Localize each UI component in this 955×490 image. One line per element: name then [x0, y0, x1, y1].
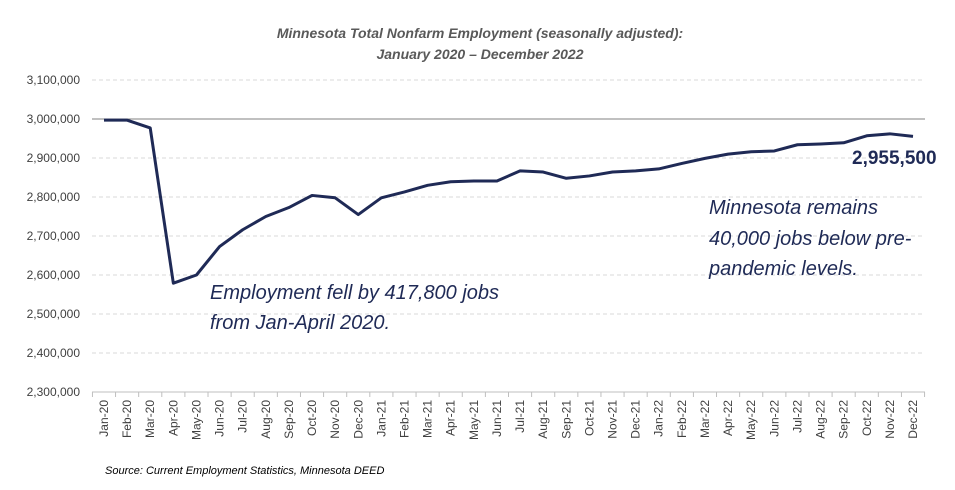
y-tick-label: 2,300,000 — [27, 385, 81, 399]
annotation-recovery-line-2: 40,000 jobs below pre- — [709, 228, 912, 250]
chart-title-line-2: January 2020 – December 2022 — [376, 46, 583, 62]
x-tick-label: Jul-21 — [513, 400, 527, 433]
x-tick-label: Sep-22 — [837, 400, 851, 439]
y-tick-label: 3,000,000 — [27, 112, 81, 126]
x-tick-label: Apr-20 — [166, 400, 180, 436]
x-tick-label: Apr-22 — [721, 400, 735, 436]
y-tick-label: 2,400,000 — [27, 346, 81, 360]
x-tick-label: Aug-22 — [814, 400, 828, 439]
end-value-label: 2,955,500 — [852, 148, 937, 169]
x-tick-label: Oct-20 — [305, 400, 319, 436]
x-tick-label: Mar-22 — [698, 400, 712, 438]
x-tick-label: Jun-22 — [767, 400, 781, 437]
x-tick-label: Nov-22 — [883, 400, 897, 439]
x-tick-label: Oct-21 — [582, 400, 596, 436]
x-tick-label: Sep-20 — [282, 400, 296, 439]
x-tick-label: Oct-22 — [860, 400, 874, 436]
y-tick-label: 2,800,000 — [27, 190, 81, 204]
y-tick-label: 2,900,000 — [27, 151, 81, 165]
x-tick-label: Apr-21 — [444, 400, 458, 436]
chart-title-line-1: Minnesota Total Nonfarm Employment (seas… — [277, 25, 683, 41]
x-tick-label: Dec-20 — [351, 400, 365, 439]
x-tick-label: May-21 — [467, 400, 481, 440]
x-tick-label: Mar-20 — [143, 400, 157, 438]
x-tick-label: Feb-22 — [675, 400, 689, 438]
x-tick-label: Nov-21 — [606, 400, 620, 439]
x-tick-label: Jun-21 — [490, 400, 504, 437]
y-tick-label: 2,700,000 — [27, 229, 81, 243]
x-tick-label: Dec-22 — [906, 400, 920, 439]
source-note: Source: Current Employment Statistics, M… — [105, 465, 384, 477]
x-tick-label: Aug-20 — [259, 400, 273, 439]
y-tick-label: 3,100,000 — [27, 73, 81, 87]
x-tick-label: Jan-20 — [97, 400, 111, 437]
annotation-drop-line-2: from Jan-April 2020. — [210, 312, 390, 334]
x-tick-label: Jun-20 — [213, 400, 227, 437]
x-tick-label: Dec-21 — [629, 400, 643, 439]
x-tick-label: Mar-21 — [421, 400, 435, 438]
x-tick-label: Jan-21 — [374, 400, 388, 437]
y-tick-label: 2,600,000 — [27, 268, 81, 282]
x-tick-label: Nov-20 — [328, 400, 342, 439]
annotation-recovery-line-3: pandemic levels. — [708, 258, 858, 280]
employment-series-line — [104, 118, 914, 285]
x-tick-label: Jan-22 — [652, 400, 666, 437]
x-tick-label: Jul-22 — [790, 400, 804, 433]
x-tick-label: May-20 — [189, 400, 203, 440]
x-tick-label: May-22 — [744, 400, 758, 440]
x-tick-label: Aug-21 — [536, 400, 550, 439]
y-tick-label: 2,500,000 — [27, 307, 81, 321]
x-tick-label: Feb-21 — [397, 400, 411, 438]
x-tick-label: Jul-20 — [236, 400, 250, 433]
annotation-recovery-line-1: Minnesota remains — [709, 197, 878, 219]
x-tick-label: Sep-21 — [559, 400, 573, 439]
x-tick-label: Feb-20 — [120, 400, 134, 438]
annotation-drop-line-1: Employment fell by 417,800 jobs — [210, 282, 499, 304]
